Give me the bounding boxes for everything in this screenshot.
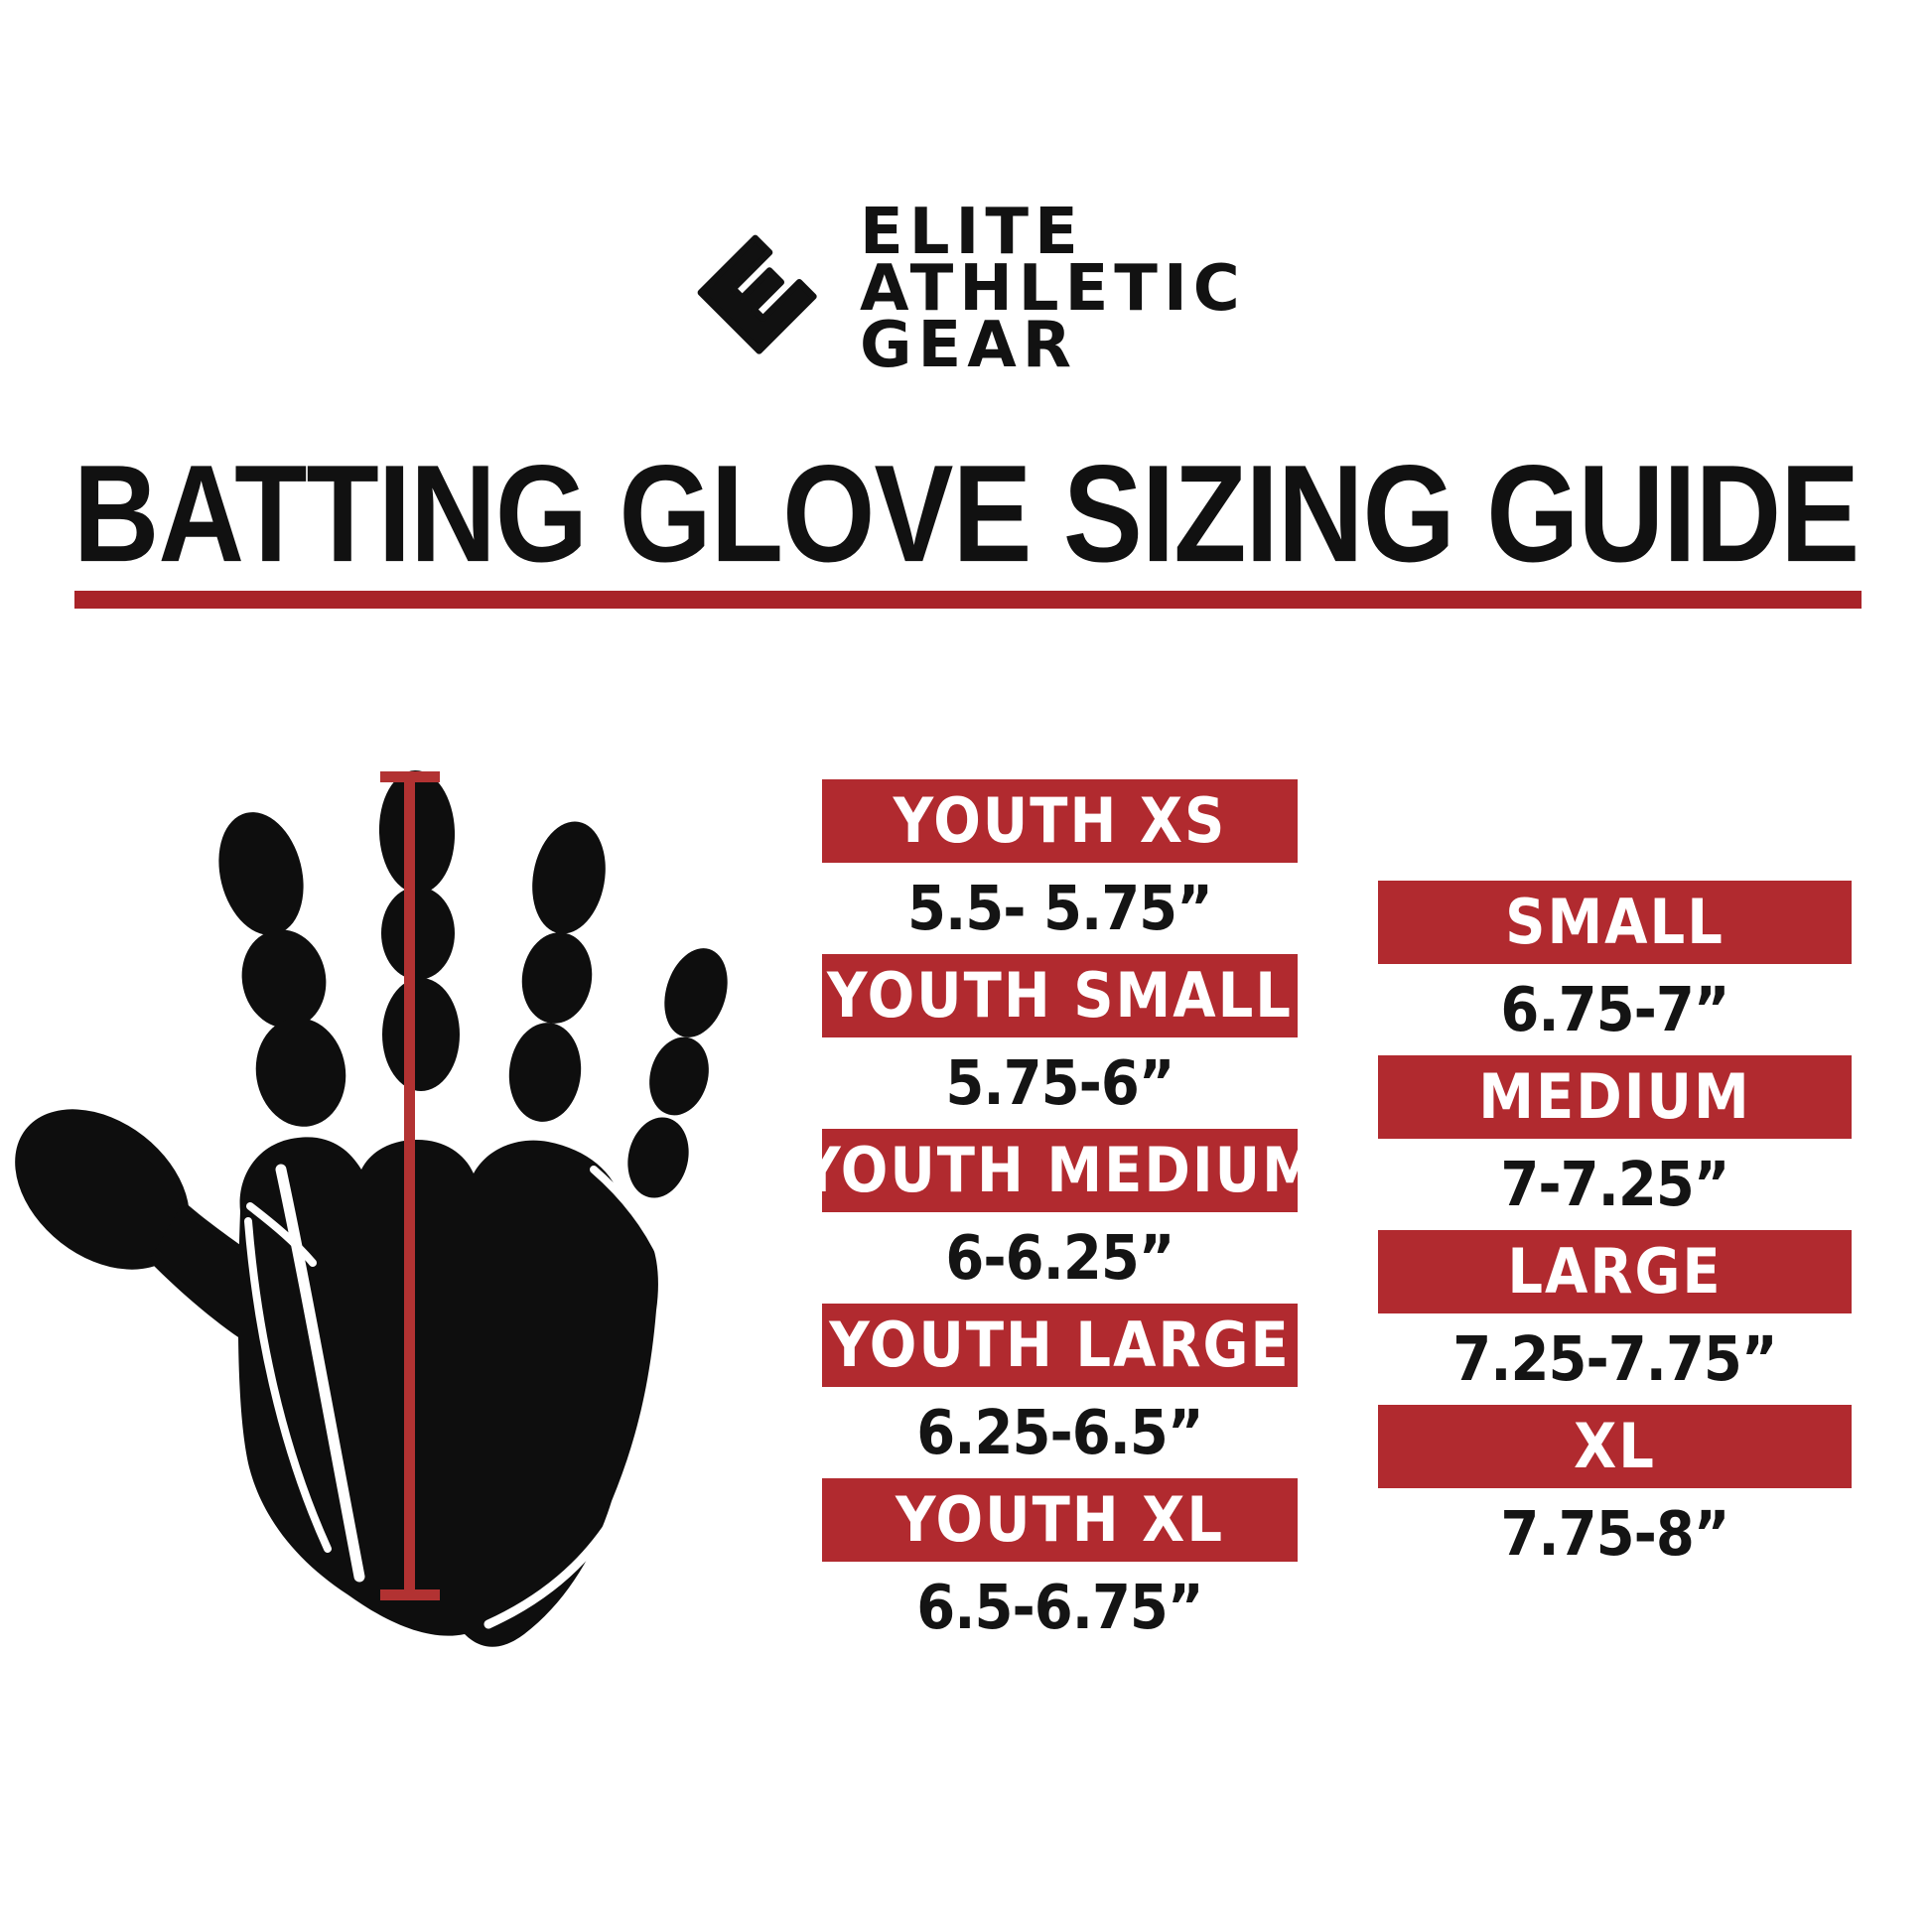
size-range: 7.25-7.75” (1452, 1323, 1777, 1395)
hand-silhouette (15, 770, 728, 1647)
size-range-row: 6.25-6.5” (822, 1387, 1298, 1478)
size-label-banner: XL (1378, 1405, 1852, 1488)
size-range: 5.5- 5.75” (907, 873, 1213, 944)
size-item-youth-medium: YOUTH MEDIUM 6-6.25” (800, 1129, 1317, 1304)
brand-line-3: GEAR (860, 309, 1078, 382)
page-title: BATTING GLOVE SIZING GUIDE (72, 436, 1861, 592)
size-label-banner: YOUTH XL (822, 1478, 1298, 1562)
youth-sizes-column: YOUTH XS 5.5- 5.75” YOUTH SMALL 5.75-6” … (800, 779, 1317, 1653)
size-item-large: LARGE 7.25-7.75” (1378, 1230, 1852, 1405)
brand-line-1: ELITE (860, 196, 1084, 269)
size-range-row: 7.75-8” (1378, 1488, 1852, 1580)
size-label-banner: YOUTH XS (822, 779, 1298, 863)
brand-line-2: ATHLETIC (860, 252, 1246, 326)
size-range-row: 5.75-6” (822, 1037, 1298, 1129)
size-range: 5.75-6” (945, 1047, 1174, 1119)
handprint-graphic (15, 770, 728, 1647)
adult-sizes-column: SMALL 6.75-7” MEDIUM 7-7.25” LARGE 7.25-… (1378, 881, 1852, 1580)
size-range: 7-7.25” (1500, 1149, 1729, 1220)
elite-e-icon (697, 234, 817, 354)
size-label-banner: YOUTH MEDIUM (800, 1129, 1317, 1212)
size-range-row: 7-7.25” (1378, 1139, 1852, 1230)
size-label: YOUTH XL (895, 1483, 1225, 1557)
size-range-row: 5.5- 5.75” (822, 863, 1298, 954)
size-range: 6.25-6.5” (916, 1397, 1203, 1468)
size-label: SMALL (1505, 886, 1725, 959)
brand-wordmark: ELITE ATHLETIC GEAR (860, 196, 1246, 382)
size-label: YOUTH SMALL (827, 959, 1293, 1033)
size-item-small: SMALL 6.75-7” (1378, 881, 1852, 1055)
size-label: YOUTH XS (893, 784, 1227, 858)
size-label-banner: YOUTH LARGE (822, 1304, 1298, 1387)
size-range: 6-6.25” (945, 1222, 1174, 1294)
size-label-banner: YOUTH SMALL (822, 954, 1298, 1037)
size-range-row: 6.75-7” (1378, 964, 1852, 1055)
size-item-medium: MEDIUM 7-7.25” (1378, 1055, 1852, 1230)
size-label: MEDIUM (1478, 1060, 1751, 1134)
size-range: 6.5-6.75” (916, 1572, 1203, 1643)
size-item-youth-xl: YOUTH XL 6.5-6.75” (822, 1478, 1298, 1653)
size-item-xl: XL 7.75-8” (1378, 1405, 1852, 1580)
size-label-banner: LARGE (1378, 1230, 1852, 1313)
size-item-youth-large: YOUTH LARGE 6.25-6.5” (822, 1304, 1298, 1478)
size-item-youth-xs: YOUTH XS 5.5- 5.75” (822, 779, 1298, 954)
size-label-banner: SMALL (1378, 881, 1852, 964)
title-underline (74, 591, 1862, 609)
palm-creases (244, 1164, 667, 1629)
size-range: 7.75-8” (1500, 1498, 1729, 1570)
size-range-row: 6.5-6.75” (822, 1562, 1298, 1653)
size-range-row: 7.25-7.75” (1378, 1313, 1852, 1405)
size-item-youth-small: YOUTH SMALL 5.75-6” (822, 954, 1298, 1129)
size-range: 6.75-7” (1500, 974, 1729, 1045)
hand-measurement-line (380, 771, 440, 1600)
size-label: YOUTH LARGE (829, 1309, 1291, 1382)
size-label-banner: MEDIUM (1378, 1055, 1852, 1139)
size-label: YOUTH MEDIUM (800, 1134, 1319, 1207)
size-range-row: 6-6.25” (822, 1212, 1298, 1304)
size-label: LARGE (1507, 1235, 1723, 1309)
size-label: XL (1574, 1410, 1656, 1483)
